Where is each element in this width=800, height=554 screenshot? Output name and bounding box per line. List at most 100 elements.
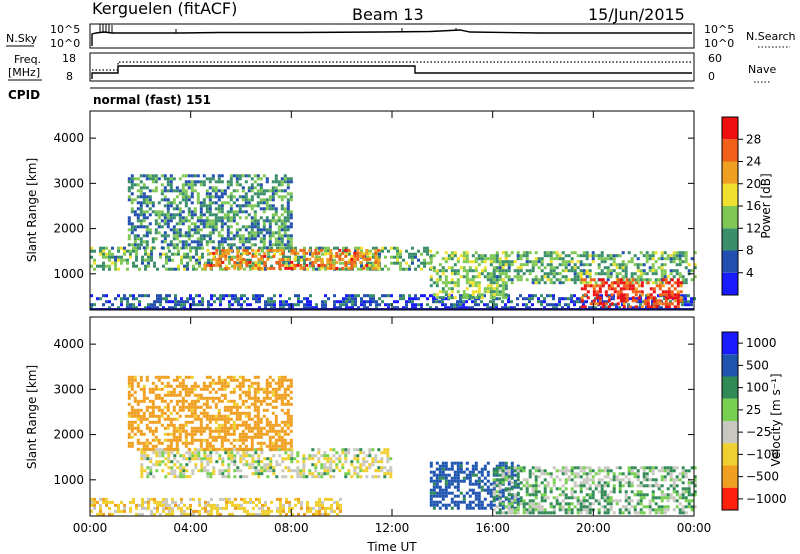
echo-cell bbox=[287, 466, 291, 470]
echo-cell bbox=[468, 482, 472, 486]
echo-cell bbox=[507, 508, 511, 512]
echo-cell bbox=[280, 435, 284, 439]
echo-cell bbox=[285, 261, 288, 265]
echo-cell bbox=[365, 257, 369, 261]
echo-cell bbox=[359, 451, 363, 455]
echo-cell bbox=[573, 481, 577, 485]
echo-cell bbox=[190, 432, 194, 436]
echo-cell bbox=[344, 260, 348, 264]
echo-cell bbox=[244, 426, 248, 430]
echo-cell bbox=[444, 293, 448, 297]
echo-cell bbox=[290, 251, 294, 255]
echo-cell bbox=[241, 243, 245, 247]
echo-cell bbox=[317, 448, 321, 452]
echo-cell bbox=[193, 393, 197, 397]
echo-cell bbox=[264, 303, 267, 307]
echo-cell bbox=[474, 464, 478, 468]
echo-cell bbox=[283, 387, 287, 391]
echo-cell bbox=[374, 257, 378, 261]
echo-cell bbox=[658, 284, 662, 288]
echo-cell bbox=[229, 174, 233, 178]
echo-cell bbox=[510, 466, 514, 470]
echo-cell bbox=[154, 186, 158, 190]
echo-cell bbox=[450, 479, 454, 483]
echo-cell bbox=[181, 222, 185, 226]
echo-cell bbox=[513, 473, 517, 477]
echo-cell bbox=[174, 267, 177, 271]
echo-cell bbox=[537, 257, 541, 261]
echo-cell bbox=[163, 399, 167, 403]
echo-cell bbox=[495, 511, 499, 515]
echo-cell bbox=[303, 258, 306, 262]
echo-cell bbox=[179, 472, 183, 476]
echo-cell bbox=[226, 420, 230, 424]
echo-cell bbox=[274, 447, 278, 451]
echo-cell bbox=[256, 420, 260, 424]
echo-cell bbox=[274, 423, 278, 427]
echo-cell bbox=[676, 302, 680, 306]
echo-cell bbox=[277, 183, 281, 187]
echo-cell bbox=[607, 296, 611, 300]
echo-cell bbox=[495, 306, 498, 310]
echo-cell bbox=[210, 258, 213, 262]
echo-cell bbox=[280, 393, 284, 397]
echo-cell bbox=[169, 213, 173, 217]
echo-cell bbox=[175, 195, 179, 199]
echo-cell bbox=[353, 454, 357, 458]
echo-cell bbox=[145, 174, 149, 178]
echo-cell bbox=[126, 258, 129, 262]
echo-cell bbox=[289, 237, 293, 241]
echo-cell bbox=[288, 303, 291, 307]
echo-cell bbox=[471, 306, 474, 310]
echo-cell bbox=[226, 186, 230, 190]
echo-cell bbox=[226, 417, 230, 421]
echo-cell bbox=[247, 417, 251, 421]
echo-cell bbox=[504, 461, 508, 465]
echo-cell bbox=[136, 201, 140, 205]
echo-cell bbox=[669, 260, 673, 264]
echo-cell bbox=[278, 448, 282, 452]
echo-cell bbox=[450, 257, 454, 261]
echo-cell bbox=[235, 378, 239, 382]
echo-cell bbox=[567, 306, 570, 310]
echo-cell bbox=[657, 278, 661, 282]
echo-cell bbox=[198, 264, 201, 268]
echo-cell bbox=[273, 294, 276, 298]
echo-cell bbox=[229, 423, 233, 427]
echo-cell bbox=[586, 284, 590, 288]
echo-cell bbox=[168, 255, 171, 259]
echo-cell bbox=[543, 499, 547, 503]
echo-cell bbox=[136, 411, 140, 415]
echo-cell bbox=[255, 249, 258, 253]
echo-cell bbox=[286, 225, 290, 229]
echo-cell bbox=[268, 240, 272, 244]
echo-cell bbox=[489, 300, 492, 304]
echo-cell bbox=[149, 469, 153, 473]
echo-cell bbox=[320, 257, 324, 261]
echo-cell bbox=[315, 246, 318, 250]
echo-cell bbox=[187, 210, 191, 214]
echo-cell bbox=[477, 500, 481, 504]
echo-cell bbox=[257, 457, 261, 461]
echo-cell bbox=[181, 399, 185, 403]
echo-cell bbox=[144, 294, 147, 298]
echo-cell bbox=[108, 300, 111, 304]
echo-cell bbox=[296, 451, 300, 455]
echo-cell bbox=[208, 396, 212, 400]
echo-cell bbox=[226, 381, 230, 385]
echo-cell bbox=[265, 390, 269, 394]
echo-cell bbox=[278, 463, 282, 467]
echo-cell bbox=[241, 210, 245, 214]
echo-cell bbox=[258, 261, 261, 265]
echo-cell bbox=[344, 248, 348, 252]
echo-cell bbox=[444, 491, 448, 495]
echo-cell bbox=[579, 511, 583, 515]
echo-cell bbox=[465, 275, 469, 279]
echo-cell bbox=[582, 263, 586, 267]
echo-cell bbox=[241, 375, 245, 379]
echo-cell bbox=[270, 255, 273, 259]
echo-cell bbox=[214, 447, 218, 451]
echo-cell bbox=[151, 390, 155, 394]
echo-cell bbox=[408, 252, 411, 256]
echo-cell bbox=[289, 246, 293, 250]
